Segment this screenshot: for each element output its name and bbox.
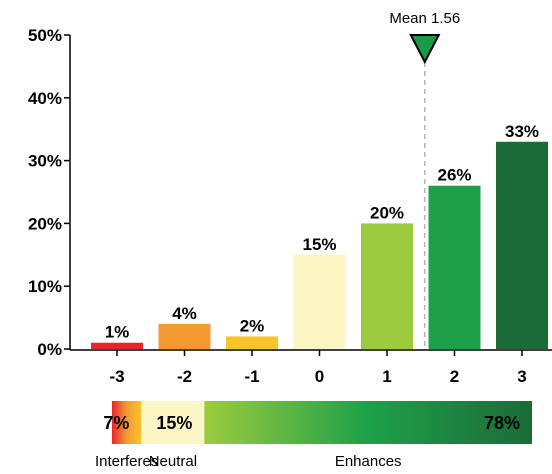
bar [428, 185, 481, 349]
bar [293, 254, 346, 349]
data-label: 2% [240, 316, 265, 335]
x-tick-label: 3 [517, 367, 526, 386]
x-tick-label: 0 [315, 367, 324, 386]
x-tick-label: 1 [382, 367, 391, 386]
summary-segment [141, 401, 205, 444]
y-axis: 0% 10% 20% 30% 40% 50% [28, 26, 71, 359]
y-tick-label: 20% [28, 214, 62, 233]
summary-strip: 7% Interferes 15% Neutral 78% Enhances [95, 401, 532, 470]
mean-marker: Mean 1.56 [389, 10, 460, 349]
summary-category: Neutral [149, 453, 197, 470]
data-label: 4% [172, 304, 197, 323]
bars: 1% 4% 2% 15% 20% 26% 33% [91, 122, 548, 349]
summary-segment [112, 401, 142, 444]
summary-value: 78% [484, 413, 520, 433]
bar [226, 336, 278, 349]
mean-triangle-icon [409, 34, 441, 65]
mean-label: Mean 1.56 [389, 10, 460, 27]
summary-value: 7% [103, 413, 129, 433]
data-label: 26% [437, 166, 471, 185]
summary-value: 15% [156, 413, 192, 433]
y-tick-label: 30% [28, 152, 62, 171]
bar [158, 323, 211, 349]
y-tick-label: 0% [37, 340, 62, 359]
bar [496, 141, 548, 349]
bar [91, 342, 143, 349]
x-tick-label: -3 [109, 367, 124, 386]
data-label: 1% [105, 323, 130, 342]
y-tick-label: 40% [28, 89, 62, 108]
data-label: 33% [505, 122, 539, 141]
x-tick-label: 2 [450, 367, 459, 386]
x-tick-label: -2 [177, 367, 192, 386]
x-tick-label: -1 [244, 367, 259, 386]
bar [361, 223, 413, 349]
x-axis: -3 -2 -1 0 1 2 3 [70, 349, 552, 386]
summary-category: Interferes [95, 453, 158, 470]
data-label: 15% [302, 235, 336, 254]
y-tick-label: 10% [28, 277, 62, 296]
y-tick-label: 50% [28, 26, 62, 45]
summary-segment [204, 401, 532, 444]
data-label: 20% [370, 203, 404, 222]
summary-category: Enhances [335, 453, 402, 470]
